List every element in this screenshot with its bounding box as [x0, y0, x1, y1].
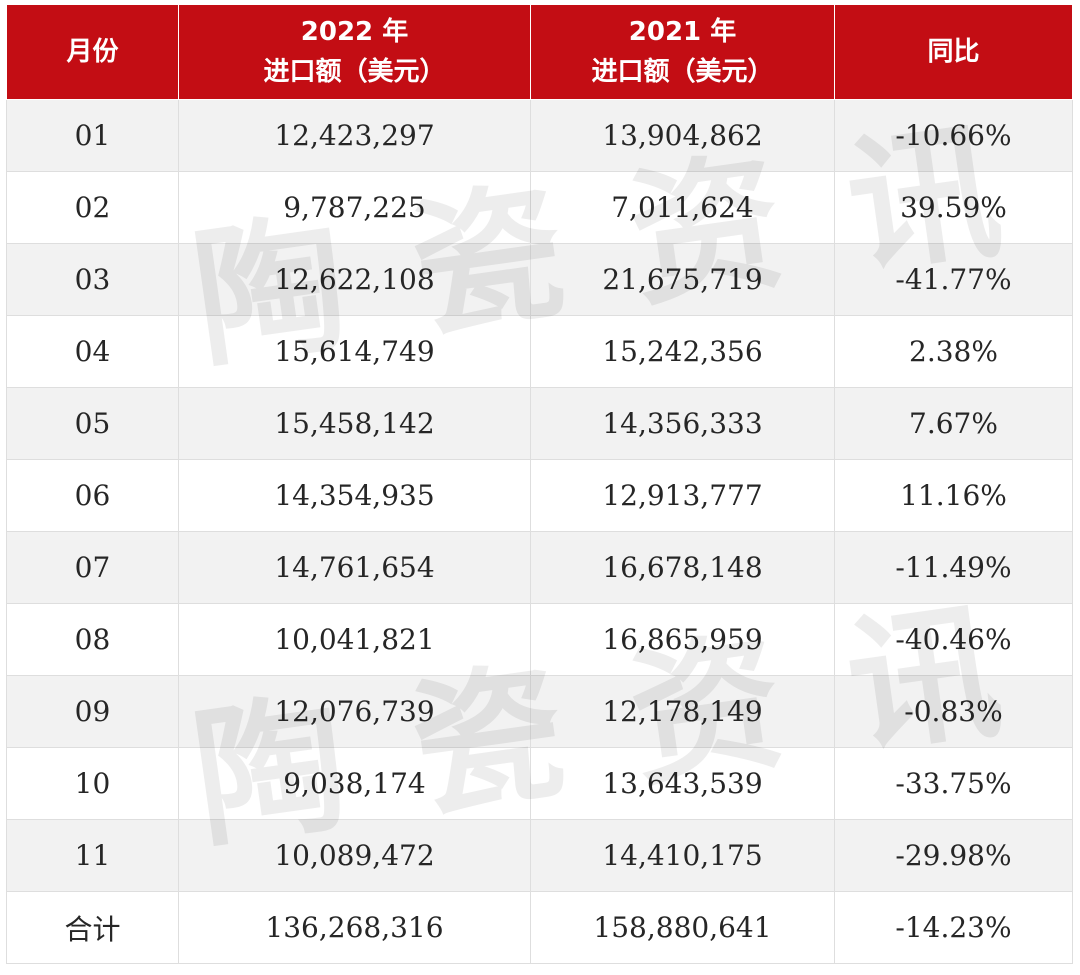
cell-import-2022: 9,038,174 [178, 747, 531, 820]
table-row: 11 10,089,472 14,410,175 -29.98% [6, 819, 1073, 892]
cell-import-2021: 16,865,959 [530, 603, 835, 676]
cell-import-2022: 14,354,935 [178, 459, 531, 532]
table-row: 01 12,423,297 13,904,862 -10.66% [6, 99, 1073, 172]
import-data-table: 月份 2022 年 进口额（美元） 2021 年 进口额（美元） 同比 01 12… [6, 4, 1073, 964]
table-row: 06 14,354,935 12,913,777 11.16% [6, 459, 1073, 532]
cell-import-2021: 21,675,719 [530, 243, 835, 316]
table-row: 07 14,761,654 16,678,148 -11.49% [6, 531, 1073, 604]
header-yoy: 同比 [834, 4, 1073, 100]
cell-yoy: -40.46% [834, 603, 1073, 676]
header-2022-year: 2022 年 [300, 17, 409, 47]
cell-month: 合计 [6, 891, 179, 964]
table-row: 08 10,041,821 16,865,959 -40.46% [6, 603, 1073, 676]
header-yoy-label: 同比 [927, 37, 980, 67]
cell-yoy: 11.16% [834, 459, 1073, 532]
cell-month: 09 [6, 675, 179, 748]
cell-month: 02 [6, 171, 179, 244]
cell-yoy: 7.67% [834, 387, 1073, 460]
cell-import-2021: 13,643,539 [530, 747, 835, 820]
cell-month: 05 [6, 387, 179, 460]
cell-month: 06 [6, 459, 179, 532]
cell-month: 11 [6, 819, 179, 892]
cell-month: 08 [6, 603, 179, 676]
cell-yoy: -14.23% [834, 891, 1073, 964]
table-row: 04 15,614,749 15,242,356 2.38% [6, 315, 1073, 388]
table-row: 03 12,622,108 21,675,719 -41.77% [6, 243, 1073, 316]
cell-import-2022: 12,622,108 [178, 243, 531, 316]
header-2021: 2021 年 进口额（美元） [530, 4, 835, 100]
cell-import-2021: 158,880,641 [530, 891, 835, 964]
table-row: 02 9,787,225 7,011,624 39.59% [6, 171, 1073, 244]
cell-import-2021: 16,678,148 [530, 531, 835, 604]
header-2022-label: 进口额（美元） [263, 57, 446, 87]
cell-yoy: -33.75% [834, 747, 1073, 820]
cell-import-2021: 15,242,356 [530, 315, 835, 388]
table-row: 05 15,458,142 14,356,333 7.67% [6, 387, 1073, 460]
cell-import-2021: 7,011,624 [530, 171, 835, 244]
cell-import-2022: 136,268,316 [178, 891, 531, 964]
cell-yoy: -41.77% [834, 243, 1073, 316]
cell-yoy: 39.59% [834, 171, 1073, 244]
cell-yoy: -29.98% [834, 819, 1073, 892]
cell-yoy: -10.66% [834, 99, 1073, 172]
cell-import-2022: 10,089,472 [178, 819, 531, 892]
header-2021-label: 进口额（美元） [591, 57, 774, 87]
table-header-row: 月份 2022 年 进口额（美元） 2021 年 进口额（美元） 同比 [6, 4, 1073, 100]
header-month-label: 月份 [66, 37, 119, 67]
cell-import-2022: 15,458,142 [178, 387, 531, 460]
cell-month: 04 [6, 315, 179, 388]
cell-yoy: 2.38% [834, 315, 1073, 388]
cell-import-2021: 14,410,175 [530, 819, 835, 892]
cell-import-2022: 12,076,739 [178, 675, 531, 748]
header-month: 月份 [6, 4, 179, 100]
import-table-container: 月份 2022 年 进口额（美元） 2021 年 进口额（美元） 同比 01 12… [6, 4, 1073, 964]
header-2022: 2022 年 进口额（美元） [178, 4, 531, 100]
cell-import-2021: 14,356,333 [530, 387, 835, 460]
cell-month: 03 [6, 243, 179, 316]
cell-import-2021: 12,178,149 [530, 675, 835, 748]
table-row: 10 9,038,174 13,643,539 -33.75% [6, 747, 1073, 820]
cell-month: 01 [6, 99, 179, 172]
cell-import-2022: 15,614,749 [178, 315, 531, 388]
cell-import-2021: 13,904,862 [530, 99, 835, 172]
header-2021-year: 2021 年 [628, 17, 737, 47]
cell-import-2022: 9,787,225 [178, 171, 531, 244]
cell-import-2021: 12,913,777 [530, 459, 835, 532]
cell-import-2022: 14,761,654 [178, 531, 531, 604]
cell-yoy: -11.49% [834, 531, 1073, 604]
cell-import-2022: 12,423,297 [178, 99, 531, 172]
table-row: 09 12,076,739 12,178,149 -0.83% [6, 675, 1073, 748]
cell-month: 07 [6, 531, 179, 604]
cell-import-2022: 10,041,821 [178, 603, 531, 676]
cell-yoy: -0.83% [834, 675, 1073, 748]
table-row: 合计 136,268,316 158,880,641 -14.23% [6, 891, 1073, 964]
cell-month: 10 [6, 747, 179, 820]
